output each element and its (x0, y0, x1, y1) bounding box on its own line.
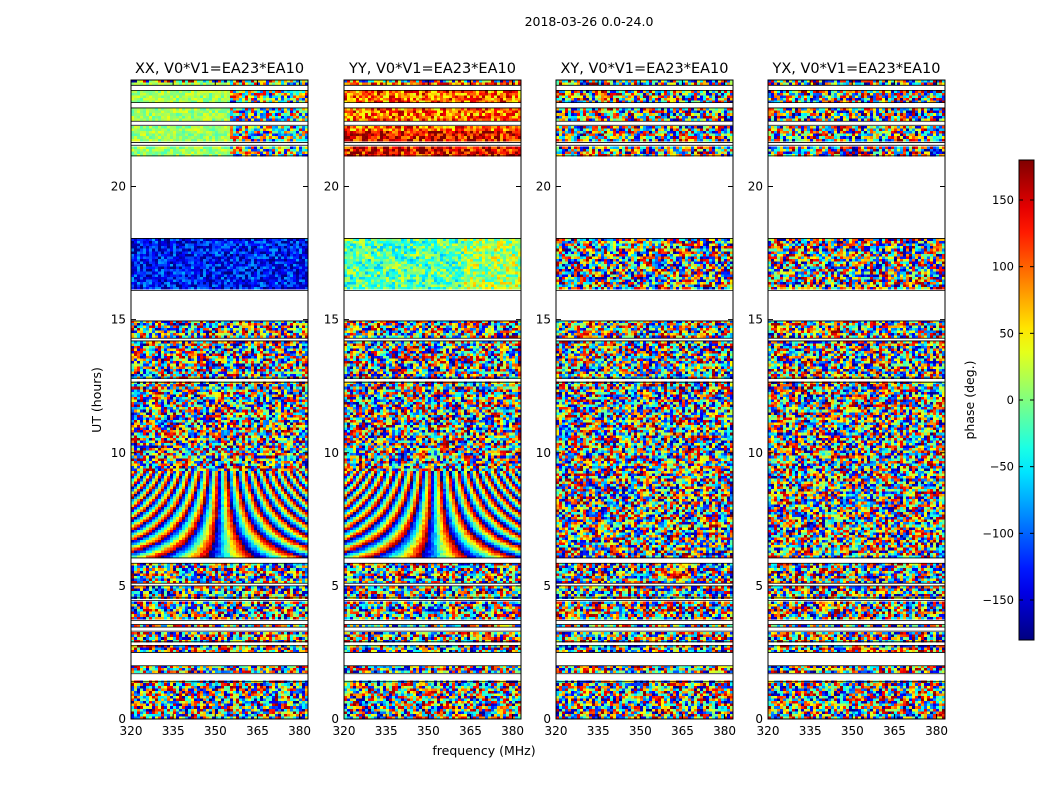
y-tick-label: 0 (118, 712, 126, 726)
x-tick-label: 335 (587, 724, 610, 738)
panel-title: YX, V0*V1=EA23*EA10 (771, 61, 940, 77)
panel-noise-3: YX, V0*V1=EA23*EA10 320 335 350 365 380 0 5 10 15… (748, 61, 948, 738)
heatmap-panels: XX, V0*V1=EA23*EA10 320 335 350 365 380 0 5 10 15… (111, 61, 948, 738)
panel-xx-0: XX, V0*V1=EA23*EA10 320 335 350 365 380 0 5 10 15… (111, 61, 311, 738)
y-tick-label: 5 (118, 579, 126, 593)
colorbar: −150 −100 −50 0 50 100 150 (982, 159, 1035, 641)
y-tick-label: 5 (543, 579, 551, 593)
colorbar-tick-label: 100 (992, 260, 1014, 274)
panel-title: XY, V0*V1=EA23*EA10 (560, 61, 728, 77)
y-tick-label: 0 (755, 712, 763, 726)
x-tick-label: 365 (671, 724, 694, 738)
x-tick-label: 365 (459, 724, 482, 738)
x-tick-label: 380 (713, 724, 736, 738)
y-tick-label: 20 (324, 180, 339, 194)
y-tick-label: 15 (111, 313, 126, 327)
x-tick-label: 320 (757, 724, 780, 738)
x-tick-label: 380 (925, 724, 948, 738)
x-tick-label: 320 (120, 724, 143, 738)
colorbar-tick-label: −150 (982, 593, 1014, 607)
colorbar-tick-label: 50 (999, 326, 1014, 340)
y-tick-label: 0 (543, 712, 551, 726)
heatmap-image (131, 80, 308, 719)
x-tick-label: 365 (246, 724, 269, 738)
x-tick-label: 380 (501, 724, 524, 738)
x-tick-label: 365 (883, 724, 906, 738)
y-tick-label: 15 (536, 313, 551, 327)
x-tick-label: 350 (841, 724, 864, 738)
y-tick-label: 0 (331, 712, 339, 726)
y-tick-label: 15 (748, 313, 763, 327)
x-tick-label: 350 (204, 724, 227, 738)
y-tick-label: 10 (748, 446, 763, 460)
colorbar-label: phase (deg.) (962, 361, 977, 440)
x-tick-label: 350 (417, 724, 440, 738)
x-tick-label: 380 (288, 724, 311, 738)
y-tick-label: 20 (536, 180, 551, 194)
y-tick-label: 5 (755, 579, 763, 593)
y-tick-label: 10 (111, 446, 126, 460)
y-tick-label: 20 (111, 180, 126, 194)
panel-yy-1: YY, V0*V1=EA23*EA10 320 335 350 365 380 0 5 10 15… (324, 61, 524, 738)
heatmap-image (556, 80, 733, 719)
panel-title: XX, V0*V1=EA23*EA10 (135, 61, 304, 77)
y-tick-label: 5 (331, 579, 339, 593)
colorbar-tick-label: −50 (990, 460, 1014, 474)
heatmap-image (344, 80, 521, 719)
colorbar-tick-label: 150 (992, 193, 1014, 207)
y-tick-label: 20 (748, 180, 763, 194)
colorbar-tick-label: 0 (1007, 393, 1014, 407)
y-axis-label: UT (hours) (89, 367, 104, 433)
x-tick-label: 320 (545, 724, 568, 738)
y-tick-label: 15 (324, 313, 339, 327)
panel-frame (130, 79, 309, 720)
panel-noise-2: XY, V0*V1=EA23*EA10 320 335 350 365 380 0 5 10 15… (536, 61, 736, 738)
x-tick-label: 335 (375, 724, 398, 738)
panel-frame (555, 79, 734, 720)
x-tick-label: 350 (629, 724, 652, 738)
figure-title: 2018-03-26 0.0-24.0 (525, 14, 654, 29)
y-tick-label: 10 (324, 446, 339, 460)
y-tick-label: 10 (536, 446, 551, 460)
x-tick-label: 335 (162, 724, 185, 738)
panel-title: YY, V0*V1=EA23*EA10 (348, 61, 516, 77)
panel-frame (343, 79, 522, 720)
x-tick-label: 335 (799, 724, 822, 738)
panel-frame (767, 79, 946, 720)
x-axis-label: frequency (MHz) (432, 743, 535, 758)
colorbar-tick-label: −100 (982, 526, 1014, 540)
heatmap-image (768, 80, 945, 719)
x-tick-label: 320 (333, 724, 356, 738)
